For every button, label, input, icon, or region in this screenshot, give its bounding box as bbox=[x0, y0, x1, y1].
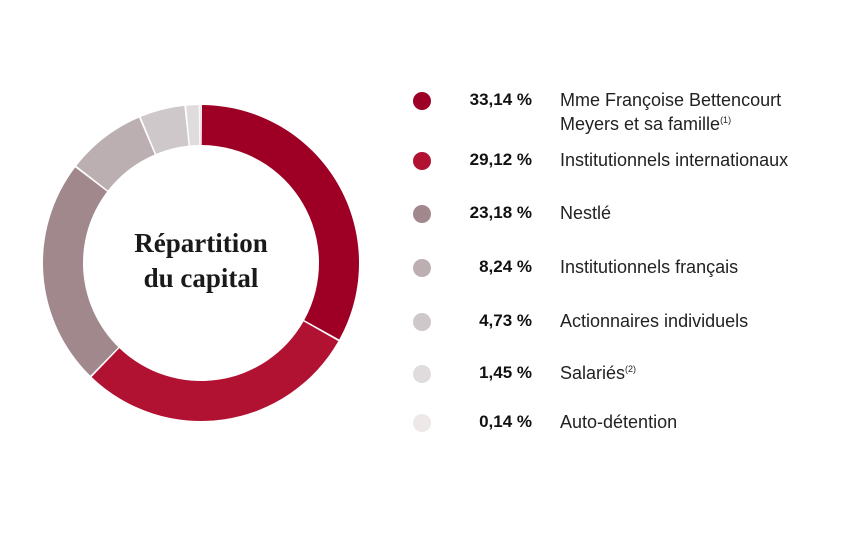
legend-label-text: Salariés bbox=[560, 363, 626, 383]
legend-label: Salariés(2) bbox=[560, 361, 855, 385]
footnote-marker: (2) bbox=[625, 364, 637, 374]
legend-dot bbox=[413, 152, 431, 170]
donut-slice-4 bbox=[140, 105, 189, 154]
legend-dot bbox=[413, 205, 431, 223]
donut-slice-6 bbox=[199, 105, 201, 146]
legend-percent: 33,14 % bbox=[469, 90, 532, 109]
donut-slice-3 bbox=[76, 117, 155, 191]
legend-label: Institutionnels internationaux bbox=[560, 150, 789, 170]
legend-label: Institutionnels français bbox=[560, 257, 739, 277]
donut-slice-5 bbox=[186, 105, 200, 146]
legend-dot bbox=[413, 313, 431, 331]
legend-percent: 29,12 % bbox=[469, 150, 532, 169]
donut-slice-1 bbox=[91, 321, 339, 422]
legend-label-line-2: Meyers et sa famille bbox=[560, 114, 721, 134]
legend-dot bbox=[413, 259, 431, 277]
legend-percent: 1,45 % bbox=[479, 363, 532, 382]
legend-item-bettencourt: 33,14 % Mme Françoise Bettencourt Meyers… bbox=[410, 86, 860, 134]
legend-dot bbox=[413, 92, 431, 110]
legend-item-institutionnels-internationaux: 29,12 % Institutionnels internationaux bbox=[410, 146, 860, 176]
capital-donut-chart bbox=[43, 105, 359, 422]
legend-label: Auto-détention bbox=[560, 412, 678, 432]
chart-title-line-1: Répartition bbox=[134, 228, 268, 258]
legend-percent: 4,73 % bbox=[479, 311, 532, 330]
legend-label: Actionnaires individuels bbox=[560, 311, 749, 331]
chart-title: Répartition du capital bbox=[103, 226, 299, 296]
legend-item-nestle: 23,18 % Nestlé bbox=[410, 199, 860, 229]
chart-title-line-2: du capital bbox=[143, 263, 259, 293]
donut-slice-2 bbox=[43, 167, 119, 376]
chart-legend: 33,14 % Mme Françoise Bettencourt Meyers… bbox=[410, 0, 860, 533]
footnote-marker: (1) bbox=[720, 115, 732, 125]
donut-slice-0 bbox=[201, 105, 359, 340]
legend-item-salaries: 1,45 % Salariés(2) bbox=[410, 359, 860, 389]
legend-dot bbox=[413, 414, 431, 432]
legend-label: Mme Françoise Bettencourt Meyers et sa f… bbox=[560, 88, 855, 136]
legend-item-actionnaires-individuels: 4,73 % Actionnaires individuels bbox=[410, 307, 860, 337]
legend-item-institutionnels-francais: 8,24 % Institutionnels français bbox=[410, 253, 860, 283]
legend-label-line-1: Mme Françoise Bettencourt bbox=[560, 90, 782, 110]
legend-percent: 8,24 % bbox=[479, 257, 532, 276]
legend-percent: 23,18 % bbox=[469, 203, 532, 222]
legend-item-auto-detention: 0,14 % Auto-détention bbox=[410, 408, 860, 438]
legend-dot bbox=[413, 365, 431, 383]
legend-label: Nestlé bbox=[560, 203, 612, 223]
legend-percent: 0,14 % bbox=[479, 412, 532, 431]
